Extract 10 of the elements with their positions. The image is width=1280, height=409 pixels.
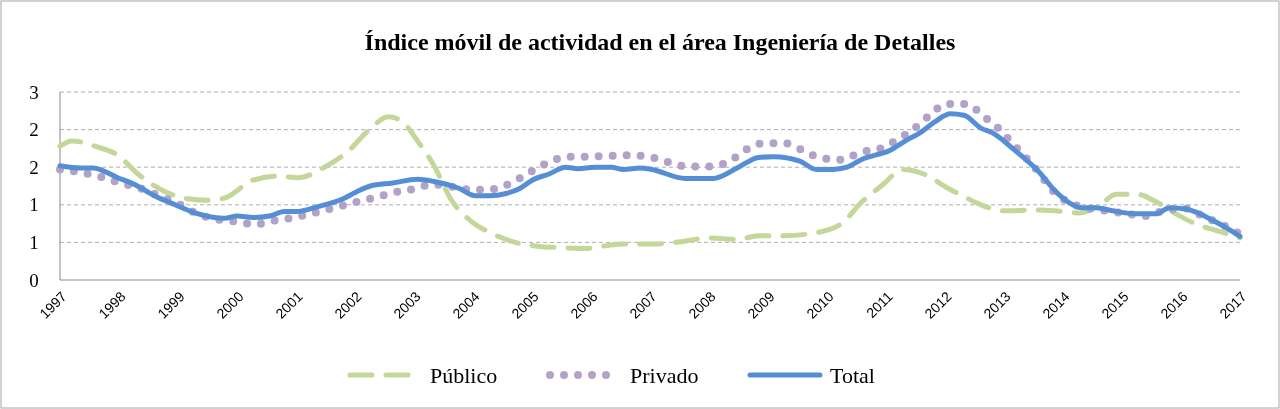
y-tick-label: 2: [29, 156, 39, 178]
y-tick-label: 0: [29, 269, 39, 291]
y-tick-label: 1: [29, 232, 39, 254]
chart-title: Índice móvil de actividad en el área Ingeniería de Detalles: [364, 29, 956, 55]
legend-label: Privado: [630, 362, 699, 388]
legend-label: Total: [830, 362, 875, 388]
y-tick-label: 3: [29, 81, 39, 103]
legend-label: Público: [430, 362, 498, 388]
y-tick-label: 1: [29, 194, 39, 216]
y-tick-label: 2: [29, 119, 39, 141]
